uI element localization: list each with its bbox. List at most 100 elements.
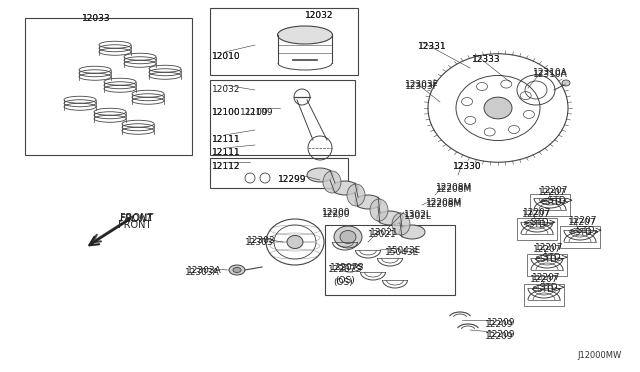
Text: 12207: 12207: [533, 245, 561, 254]
Text: 12112: 12112: [212, 162, 241, 171]
Ellipse shape: [307, 168, 333, 182]
Text: 12032: 12032: [305, 11, 333, 20]
Text: 12207: 12207: [569, 216, 598, 225]
Text: 12109: 12109: [240, 108, 269, 117]
Ellipse shape: [229, 265, 245, 275]
Ellipse shape: [287, 235, 303, 248]
Ellipse shape: [562, 80, 570, 86]
Text: 12111: 12111: [212, 148, 241, 157]
Text: 12208M: 12208M: [426, 200, 462, 209]
Text: 12200: 12200: [322, 208, 351, 217]
Text: 12331: 12331: [418, 42, 447, 51]
Text: 12303: 12303: [247, 236, 276, 245]
Bar: [517, 218, 557, 240]
Text: <STD>: <STD>: [540, 196, 573, 205]
Text: 15043E: 15043E: [387, 246, 421, 255]
Text: FRONT: FRONT: [118, 220, 152, 230]
Text: 12207: 12207: [530, 275, 559, 284]
Ellipse shape: [334, 226, 362, 248]
Ellipse shape: [500, 80, 512, 88]
Ellipse shape: [323, 171, 341, 193]
Text: 12333: 12333: [472, 55, 500, 64]
Text: 12303A: 12303A: [185, 268, 220, 277]
Text: 12207: 12207: [535, 243, 563, 252]
Text: 12032: 12032: [305, 11, 333, 20]
Ellipse shape: [347, 184, 365, 206]
Text: 12112: 12112: [212, 162, 241, 171]
Ellipse shape: [370, 199, 388, 221]
Text: 12330: 12330: [453, 162, 482, 171]
Ellipse shape: [278, 26, 333, 44]
Text: 12209: 12209: [485, 320, 513, 329]
Text: (OS): (OS): [335, 276, 355, 285]
Ellipse shape: [477, 83, 488, 90]
Ellipse shape: [484, 128, 495, 136]
Text: 12207: 12207: [523, 208, 552, 217]
Ellipse shape: [509, 125, 520, 134]
Text: 12299: 12299: [278, 175, 307, 184]
Text: 12111: 12111: [212, 148, 241, 157]
Ellipse shape: [484, 97, 512, 119]
Text: 12303F: 12303F: [405, 82, 439, 91]
Ellipse shape: [233, 267, 241, 273]
Text: 12032: 12032: [212, 85, 241, 94]
Text: 12207: 12207: [538, 188, 566, 197]
Text: 12033: 12033: [82, 14, 111, 23]
Text: (OS): (OS): [333, 278, 353, 287]
Text: 12333: 12333: [472, 55, 500, 64]
Text: 1302L: 1302L: [404, 212, 432, 221]
Text: 12303F: 12303F: [405, 80, 439, 89]
Ellipse shape: [340, 231, 356, 244]
Ellipse shape: [461, 97, 472, 106]
Text: 12208M: 12208M: [426, 198, 462, 207]
Text: <STD>: <STD>: [530, 285, 561, 294]
Bar: [210, 80, 355, 155]
Text: 12208M: 12208M: [436, 183, 472, 192]
Text: 12209: 12209: [487, 318, 515, 327]
Text: <STD>: <STD>: [532, 283, 565, 292]
Ellipse shape: [465, 116, 476, 124]
Bar: [527, 254, 567, 276]
Bar: [325, 225, 455, 295]
Text: 12111: 12111: [212, 135, 241, 144]
Text: 12100: 12100: [212, 108, 241, 117]
Ellipse shape: [524, 110, 534, 118]
Text: <STD>: <STD>: [569, 226, 602, 235]
Bar: [524, 284, 564, 306]
Bar: [25, 18, 192, 155]
Text: 12207: 12207: [568, 218, 596, 227]
Text: 12207: 12207: [540, 186, 568, 195]
Text: 15043E: 15043E: [385, 248, 419, 257]
Text: <STD>: <STD>: [568, 228, 599, 237]
Ellipse shape: [332, 181, 358, 195]
Bar: [560, 226, 600, 248]
Text: 12209: 12209: [487, 330, 515, 339]
Text: 12331: 12331: [418, 42, 447, 51]
Text: 12303: 12303: [245, 238, 274, 247]
Text: 12303A: 12303A: [187, 266, 221, 275]
Text: <STD>: <STD>: [523, 218, 556, 227]
Text: 13021: 13021: [368, 230, 397, 239]
Text: 13021: 13021: [370, 228, 399, 237]
Bar: [210, 8, 358, 75]
Text: FRONT: FRONT: [120, 213, 154, 223]
Ellipse shape: [399, 225, 425, 239]
Text: 12207S: 12207S: [330, 263, 364, 272]
Text: 12200: 12200: [322, 210, 351, 219]
Bar: [210, 158, 348, 188]
Text: 12010: 12010: [212, 52, 241, 61]
Ellipse shape: [520, 92, 531, 100]
Text: 12208M: 12208M: [436, 185, 472, 194]
Text: 12299: 12299: [278, 175, 307, 184]
Ellipse shape: [355, 195, 381, 209]
Text: 12310A: 12310A: [533, 70, 568, 79]
Text: 12207S: 12207S: [328, 265, 362, 274]
Ellipse shape: [377, 211, 403, 225]
Text: 12111: 12111: [212, 135, 241, 144]
Text: 12330: 12330: [453, 162, 482, 171]
Text: 12033: 12033: [82, 14, 111, 23]
Bar: [530, 194, 570, 216]
Text: FRONT: FRONT: [120, 214, 153, 224]
Text: 12010: 12010: [212, 52, 241, 61]
Ellipse shape: [392, 213, 410, 235]
